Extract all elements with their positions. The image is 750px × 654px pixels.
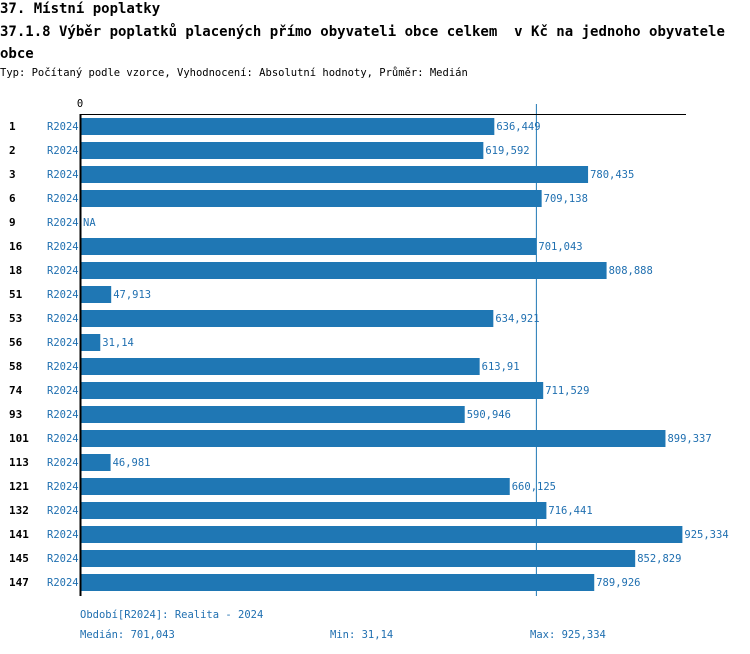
category-label: 51 (9, 288, 23, 301)
category-label: 145 (9, 552, 29, 565)
category-label: 9 (9, 216, 16, 229)
value-label: 780,435 (590, 169, 634, 181)
category-label: 3 (9, 168, 16, 181)
series-label: R2024 (47, 121, 79, 133)
bar (80, 238, 537, 255)
bar (80, 550, 636, 567)
value-label: 789,926 (596, 577, 640, 589)
bar-chart: 0 1 R2024 636,449 2 R2024 619,592 3 R2024 780,435… (9, 98, 729, 596)
section-title: 37. Místní poplatky (0, 1, 161, 17)
value-label: 716,441 (548, 505, 592, 517)
category-label: 56 (9, 336, 23, 349)
series-label: R2024 (47, 481, 79, 493)
bar (80, 478, 510, 495)
bar (80, 118, 495, 135)
category-label: 121 (9, 480, 29, 493)
series-label: R2024 (47, 457, 79, 469)
value-label: 808,888 (609, 265, 653, 277)
series-label: R2024 (47, 313, 79, 325)
category-label: 6 (9, 192, 16, 205)
bar (80, 382, 544, 399)
value-label: 709,138 (544, 193, 588, 205)
category-label: 74 (9, 384, 23, 397)
footer-period: Období[R2024]: Realita - 2024 (80, 609, 264, 621)
bar (80, 454, 111, 471)
value-label: 701,043 (538, 241, 582, 253)
bar (80, 166, 589, 183)
value-label: 634,921 (495, 313, 539, 325)
category-label: 147 (9, 576, 29, 589)
series-label: R2024 (47, 337, 79, 349)
bar (80, 310, 494, 327)
series-label: R2024 (47, 193, 79, 205)
bar (80, 262, 607, 279)
series-label: R2024 (47, 241, 79, 253)
value-label: 590,946 (467, 409, 511, 421)
series-label: R2024 (47, 289, 79, 301)
series-label: R2024 (47, 217, 79, 229)
value-label: 660,125 (512, 481, 556, 493)
series-label: R2024 (47, 361, 79, 373)
series-label: R2024 (47, 553, 79, 565)
series-label: R2024 (47, 409, 79, 421)
bar (80, 526, 683, 543)
series-label: R2024 (47, 433, 79, 445)
value-label: 619,592 (485, 145, 529, 157)
bar (80, 430, 666, 447)
series-label: R2024 (47, 385, 79, 397)
bar (80, 574, 595, 591)
value-label: 711,529 (545, 385, 589, 397)
footer-max: Max: 925,334 (530, 629, 606, 641)
value-label: 31,14 (102, 337, 134, 349)
bar (80, 190, 542, 207)
x-tick-label: 0 (77, 98, 83, 110)
series-label: R2024 (47, 169, 79, 181)
value-label: 925,334 (684, 529, 728, 541)
bar (80, 502, 547, 519)
value-label: 46,981 (113, 457, 151, 469)
footer-median: Medián: 701,043 (80, 629, 175, 641)
chart-meta: Typ: Počítaný podle vzorce, Vyhodnocení:… (0, 67, 468, 79)
category-label: 113 (9, 456, 29, 469)
footer-min: Min: 31,14 (330, 629, 394, 641)
bar (80, 286, 112, 303)
value-label: NA (83, 217, 96, 229)
category-label: 141 (9, 528, 29, 541)
series-label: R2024 (47, 145, 79, 157)
category-label: 93 (9, 408, 22, 421)
series-label: R2024 (47, 577, 79, 589)
category-label: 101 (9, 432, 29, 445)
category-label: 1 (9, 120, 16, 133)
bar (80, 406, 465, 423)
bar (80, 142, 484, 159)
bar (80, 334, 101, 351)
category-label: 18 (9, 264, 22, 277)
category-label: 53 (9, 312, 22, 325)
category-label: 2 (9, 144, 16, 157)
series-label: R2024 (47, 529, 79, 541)
value-label: 47,913 (113, 289, 151, 301)
value-label: 899,337 (667, 433, 711, 445)
value-label: 613,91 (482, 361, 520, 373)
category-label: 132 (9, 504, 29, 517)
value-label: 636,449 (496, 121, 540, 133)
category-label: 16 (9, 240, 23, 253)
series-label: R2024 (47, 265, 79, 277)
category-label: 58 (9, 360, 22, 373)
value-label: 852,829 (637, 553, 681, 565)
series-label: R2024 (47, 505, 79, 517)
indicator-title: 37.1.8 Výběr poplatků placených přímo ob… (0, 24, 734, 62)
bar (80, 358, 480, 375)
